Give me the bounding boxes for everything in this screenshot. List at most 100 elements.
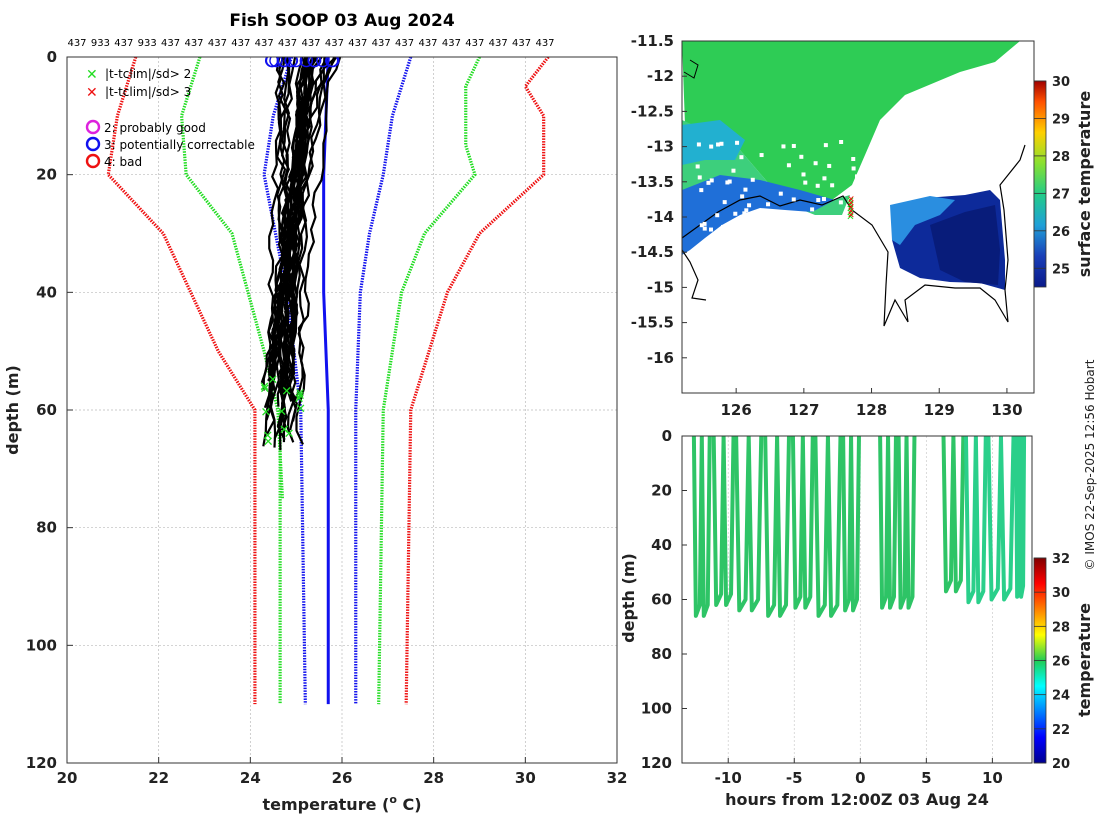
sst-gap bbox=[743, 187, 748, 192]
top-label: 437 bbox=[489, 38, 508, 49]
x-tick-label: 32 bbox=[607, 769, 628, 787]
top-label: 437 bbox=[114, 38, 133, 49]
top-label: 437 bbox=[161, 38, 180, 49]
qc-flag-x: ✕ bbox=[267, 373, 278, 388]
map-x-tick-label: 130 bbox=[991, 401, 1022, 419]
qc-flag-x: ✕ bbox=[279, 423, 290, 438]
top-label: 437 bbox=[372, 38, 391, 49]
profile-line bbox=[266, 57, 336, 435]
rb-x-tick-label: 10 bbox=[982, 769, 1003, 787]
qc-flag-x: ✕ bbox=[262, 429, 273, 444]
tow-track bbox=[896, 436, 917, 610]
profile-panel: ✕✕✕✕✕✕✕✕✕✕✕✕✕✕ 20 22 24 26 28 30 3202040608010… bbox=[3, 11, 627, 814]
map-y-tick-label: -14 bbox=[647, 208, 674, 226]
tow-track bbox=[878, 436, 898, 610]
top-label: 437 bbox=[67, 38, 86, 49]
x-tick-label: 28 bbox=[423, 769, 444, 787]
qc-flag-circle bbox=[265, 57, 280, 68]
rb-y-tick-label: 0 bbox=[662, 427, 672, 445]
y-tick-label: 40 bbox=[36, 283, 57, 301]
qc-flag-x: ✕ bbox=[294, 386, 305, 401]
sst-gap bbox=[767, 211, 772, 216]
sst-gap bbox=[821, 197, 826, 202]
coastline bbox=[682, 144, 1026, 327]
qc-flag-x: ✕ bbox=[260, 406, 271, 421]
credit-text: © IMOS 22-Sep-2025 12:56 Hobart bbox=[1083, 359, 1097, 570]
cruise-marker-green: ✕ bbox=[846, 212, 854, 223]
sst-gap bbox=[699, 188, 704, 193]
temp-cbar-tick-label: 20 bbox=[1052, 757, 1070, 772]
sst-gap bbox=[787, 234, 792, 239]
sst-gap bbox=[851, 156, 856, 161]
sst-gap bbox=[813, 161, 818, 166]
top-label: 437 bbox=[395, 38, 414, 49]
rb-x-tick-label: 0 bbox=[855, 769, 865, 787]
sst-gap bbox=[767, 213, 772, 218]
rb-y-tick-label: 100 bbox=[641, 700, 672, 718]
depth-time-series bbox=[691, 436, 1027, 618]
profile-line bbox=[260, 57, 337, 384]
profile-ticks: 20 22 24 26 28 30 32 0 20 40 60 80 100 120 bbox=[26, 48, 628, 787]
top-label: 437 bbox=[301, 38, 320, 49]
qc-flag-x: ✕ bbox=[263, 435, 274, 450]
top-label: 437 bbox=[348, 38, 367, 49]
cruise-marker-red: ✕ bbox=[847, 195, 855, 205]
xlabel-sup: o bbox=[389, 793, 397, 806]
sst-gap bbox=[709, 144, 714, 149]
sst-gap bbox=[726, 228, 731, 233]
cruise-marker-green: ✕ bbox=[846, 208, 854, 219]
qc-flag-x: ✕ bbox=[281, 384, 292, 399]
x-tick-label: 26 bbox=[332, 769, 353, 787]
sst-gap bbox=[721, 224, 726, 229]
cruise-marker-red: ✕ bbox=[847, 203, 855, 213]
sst-gap bbox=[810, 207, 815, 212]
sst-gap bbox=[809, 233, 814, 238]
sst-region-cyan-band bbox=[682, 120, 745, 165]
top-label: 437 bbox=[255, 38, 274, 49]
top-label: 933 bbox=[91, 38, 110, 49]
y-tick-label: 60 bbox=[36, 401, 57, 419]
temp-colorbar-label: temperature bbox=[1075, 603, 1094, 717]
cruise-marker-red: ✕ bbox=[847, 207, 855, 217]
rb-x-tick-label: -10 bbox=[715, 769, 742, 787]
sst-gap bbox=[816, 198, 821, 203]
map-y-tick-label: -12 bbox=[647, 67, 674, 85]
climatology-line-green-right bbox=[377, 57, 481, 705]
sst-gap bbox=[706, 180, 711, 185]
sst-colorbar-label: surface temperature bbox=[1075, 91, 1094, 278]
profile-top-labels: 437 933 437 933 437 437 437 437 437 437 437 437 437 4… bbox=[67, 38, 554, 49]
sst-gap bbox=[735, 140, 740, 145]
legend-circle-red bbox=[85, 153, 101, 169]
cruise-marker-green: ✕ bbox=[846, 204, 854, 215]
sst-gap bbox=[822, 176, 827, 181]
sst-cbar-tick-label: 27 bbox=[1052, 187, 1070, 202]
tow-track bbox=[813, 436, 843, 618]
tow-track bbox=[1014, 436, 1027, 599]
profile-line bbox=[281, 57, 307, 389]
sst-gap bbox=[840, 235, 845, 240]
legend-label: 2: probably good bbox=[104, 121, 206, 135]
map-y-tick-label: -16 bbox=[647, 349, 674, 367]
legend-item-x-green: ✕ |t-tclim|/sd> 2 bbox=[86, 67, 191, 83]
sst-gap bbox=[740, 194, 745, 199]
tow-track bbox=[734, 436, 764, 613]
profile-title: Fish SOOP 03 Aug 2024 bbox=[229, 11, 455, 31]
y-tick-label: 20 bbox=[36, 166, 57, 184]
sst-gap bbox=[699, 223, 704, 228]
sst-gap bbox=[781, 144, 786, 149]
tow-track bbox=[841, 436, 861, 613]
rb-x-tick-label: -5 bbox=[786, 769, 803, 787]
depth-time-ylabel: depth (m) bbox=[619, 553, 638, 643]
sst-gap bbox=[841, 216, 846, 221]
sst-cbar-tick-label: 29 bbox=[1052, 112, 1070, 127]
rb-y-tick-label: 40 bbox=[651, 536, 672, 554]
temp-cbar-tick-label: 28 bbox=[1052, 620, 1070, 635]
temp-cbar-tick-label: 32 bbox=[1052, 552, 1070, 567]
top-label: 437 bbox=[184, 38, 203, 49]
x-tick-label: 22 bbox=[148, 769, 169, 787]
qc-flag-x: ✕ bbox=[294, 392, 305, 407]
rb-x-tick-label: 5 bbox=[921, 769, 931, 787]
sst-gap bbox=[791, 197, 796, 202]
sst-gap bbox=[839, 140, 844, 145]
rb-y-tick-label: 80 bbox=[651, 645, 672, 663]
